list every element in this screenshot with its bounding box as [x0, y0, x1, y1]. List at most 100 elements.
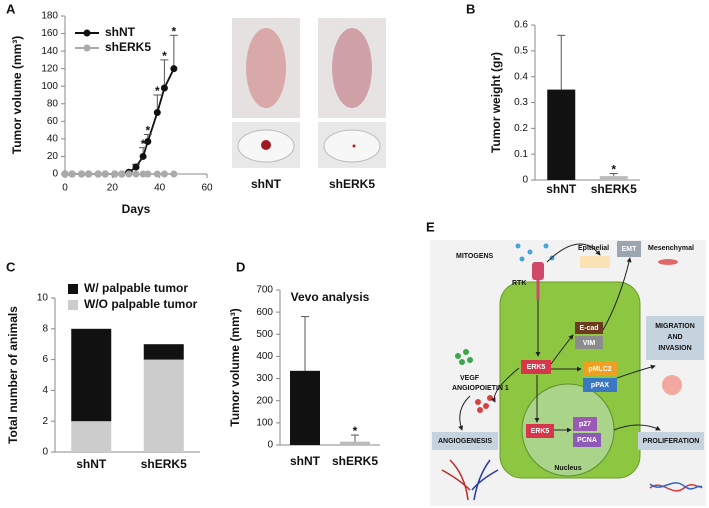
category-label: shNT: [290, 454, 321, 468]
diagram-label: EMT: [622, 246, 638, 253]
diagram-label: PCNA: [577, 437, 597, 444]
mouse: [246, 28, 286, 108]
category-label: shERK5: [141, 457, 187, 471]
legend-swatch: [68, 284, 78, 294]
diagram-label: MIGRATION: [655, 323, 695, 330]
legend-label: shERK5: [105, 40, 151, 54]
diagram-label: ANGIOGENESIS: [438, 438, 492, 445]
bar: [340, 441, 370, 445]
bar: [290, 370, 320, 445]
category-label: shNT: [546, 182, 577, 196]
y-tick-label: 140: [41, 46, 58, 57]
legend-marker: [83, 29, 91, 37]
diagram-label: VIM: [583, 340, 596, 347]
panel-label: B: [466, 1, 475, 16]
point: [61, 170, 69, 178]
y-tick-label: 300: [256, 373, 273, 384]
point: [111, 170, 119, 178]
epithelium-icon: [580, 256, 610, 268]
diagram-label: AND: [667, 334, 682, 341]
y-tick-label: 180: [41, 11, 58, 22]
y-tick-label: 200: [256, 395, 273, 406]
y-tick-label: 20: [47, 151, 59, 162]
x-axis-label: Days: [122, 202, 151, 216]
point: [153, 170, 161, 178]
box: [521, 360, 551, 374]
y-tick-label: 600: [256, 307, 273, 318]
y-tick-label: 0.5: [514, 45, 528, 56]
tumor: [352, 144, 356, 148]
point: [85, 170, 93, 178]
box: [573, 433, 601, 447]
significance: *: [145, 124, 150, 138]
y-tick-label: 8: [42, 323, 48, 334]
panel-label: D: [236, 259, 245, 274]
point: [160, 170, 168, 178]
box: [617, 241, 641, 257]
y-tick-label: 6: [42, 354, 48, 365]
photos: shNT shERK5: [232, 18, 386, 191]
box: [575, 336, 603, 349]
point: [132, 170, 140, 178]
bar-segment: [143, 344, 184, 360]
box: [432, 432, 498, 450]
x-tick-label: 40: [154, 183, 166, 194]
y-tick-label: 0.4: [514, 71, 528, 82]
point: [132, 163, 140, 171]
y-tick-label: 0: [52, 169, 58, 180]
legend-label: shNT: [105, 25, 136, 39]
dna: [649, 482, 703, 492]
photo-label: shNT: [251, 177, 282, 191]
y-axis-label: Total number of animals: [6, 306, 20, 444]
significance: *: [353, 424, 358, 438]
arrow: [546, 243, 601, 263]
category-label: shERK5: [332, 454, 378, 468]
bar-segment: [71, 421, 112, 452]
point: [118, 170, 126, 178]
arrow: [602, 257, 632, 331]
significance: *: [611, 163, 616, 177]
diagram-label: VEGF: [460, 375, 480, 382]
panel-label: A: [6, 1, 16, 16]
y-axis-label: Tumor weight (gr): [489, 52, 503, 153]
bar: [547, 89, 576, 180]
point: [160, 84, 168, 92]
y-tick-label: 10: [37, 293, 49, 304]
significance: *: [172, 24, 177, 38]
box: [583, 378, 617, 392]
y-axis-label: Tumor volume (mm³): [228, 308, 242, 426]
chart-title: Vevo analysis: [291, 290, 370, 304]
y-axis-label: Tumor volume (mm³): [10, 36, 24, 154]
box: [575, 322, 603, 334]
receptor: [532, 262, 544, 280]
mitogen-dots: [515, 243, 555, 262]
photo-label: shERK5: [329, 177, 375, 191]
diagram-label: RTK: [512, 280, 526, 287]
y-tick-label: 500: [256, 329, 273, 340]
diagram-label: pPAX: [591, 382, 609, 389]
box: [646, 316, 704, 360]
y-tick-label: 0: [42, 447, 48, 458]
y-tick-label: 0: [522, 175, 528, 186]
diagram-label: Nucleus: [554, 465, 581, 472]
bar-segment: [71, 328, 112, 422]
y-tick-label: 4: [42, 385, 48, 396]
point: [144, 138, 152, 146]
y-tick-label: 120: [41, 63, 58, 74]
y-tick-label: 0: [267, 440, 273, 451]
point: [101, 170, 109, 178]
point: [139, 152, 147, 160]
y-tick-label: 80: [47, 98, 59, 109]
diagram-label: INVASION: [658, 345, 691, 352]
y-tick-label: 700: [256, 285, 273, 296]
y-tick-label: 0.2: [514, 123, 528, 134]
y-tick-label: 100: [256, 417, 273, 428]
dish: [323, 129, 381, 163]
point: [78, 170, 86, 178]
diagram-label: pMLC2: [588, 366, 611, 373]
tumor: [261, 140, 271, 150]
y-tick-label: 60: [47, 116, 59, 127]
mouse: [332, 28, 372, 108]
point: [170, 170, 178, 178]
category-label: shERK5: [591, 182, 637, 196]
